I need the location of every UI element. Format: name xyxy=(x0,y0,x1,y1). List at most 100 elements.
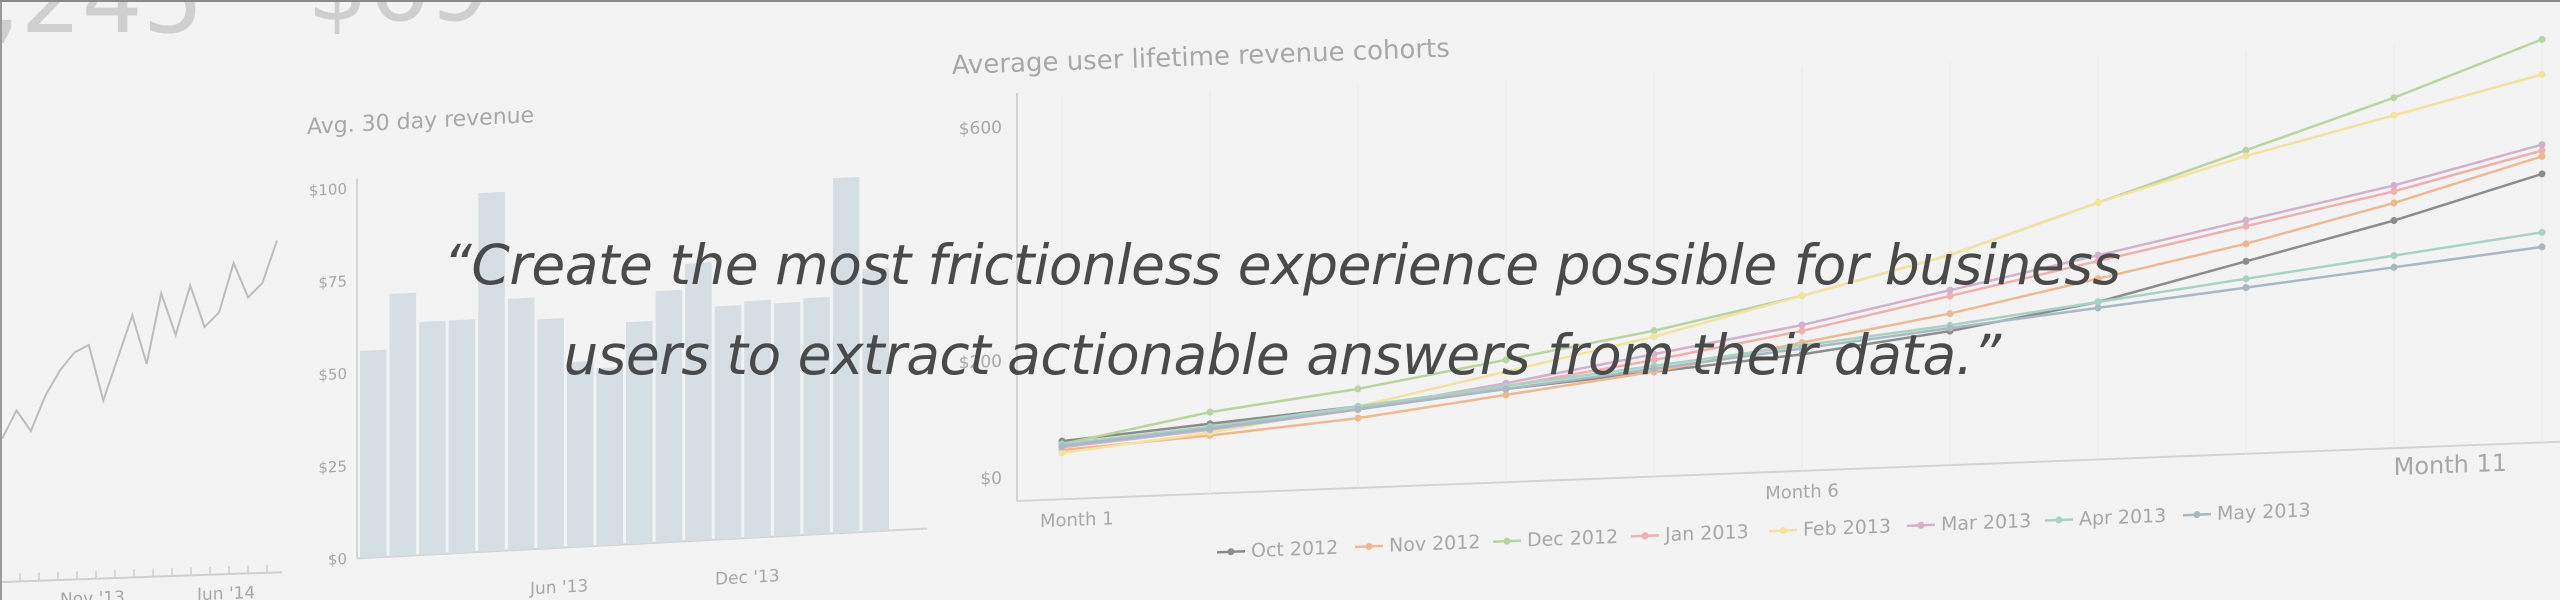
data-point xyxy=(1058,449,1066,457)
y-tick-label: $100 xyxy=(309,180,347,200)
legend-label: Oct 2012 xyxy=(1251,537,1338,562)
data-point xyxy=(1650,327,1658,335)
data-point xyxy=(1946,292,1954,300)
bar xyxy=(832,176,860,534)
legend-marker xyxy=(2055,516,2063,524)
x-tick-label: Dec '13 xyxy=(715,566,780,589)
legend-item: Oct 2012 xyxy=(1217,537,1338,562)
data-point xyxy=(1946,286,1954,294)
data-point xyxy=(1502,368,1510,376)
cohort-revenue-chart: Average user lifetime revenue cohorts $0… xyxy=(951,34,2560,562)
data-point xyxy=(1354,405,1362,413)
bar-chart-title: Avg. 30 day revenue xyxy=(307,103,534,140)
x-tick-label: Month 6 xyxy=(1765,480,1839,504)
data-point xyxy=(1946,324,1954,332)
legend-label: Apr 2013 xyxy=(2079,505,2166,530)
data-point xyxy=(1058,442,1066,450)
data-point xyxy=(2094,275,2102,283)
legend-item: Mar 2013 xyxy=(1907,510,2031,536)
legend-marker xyxy=(1779,527,1787,535)
bar xyxy=(478,191,505,553)
quote-line-1: “Create the most frictionless experience… xyxy=(443,233,2121,297)
data-point xyxy=(2242,284,2250,292)
legend-label: Feb 2013 xyxy=(1803,515,1891,540)
bar xyxy=(537,318,564,549)
data-point xyxy=(2538,170,2546,178)
data-point xyxy=(1798,350,1806,358)
x-tick-label: Month 11 xyxy=(2394,449,2507,481)
y-tick-label: $75 xyxy=(318,272,347,291)
x-tick-label: Nov '13 xyxy=(60,588,125,600)
data-point xyxy=(2538,147,2546,155)
data-point xyxy=(1502,356,1510,364)
data-point xyxy=(1650,365,1658,373)
data-point xyxy=(1650,356,1658,364)
legend-item: Jan 2013 xyxy=(1631,521,1749,546)
x-tick-label: Jun '14 xyxy=(196,583,255,600)
cohort-chart-title: Average user lifetime revenue cohorts xyxy=(951,34,1450,81)
mission-quote: “Create the most frictionless experience… xyxy=(2,220,2560,400)
data-point xyxy=(2390,187,2398,195)
y-tick-label: $25 xyxy=(318,457,347,476)
data-point xyxy=(1650,333,1658,341)
data-point xyxy=(2390,263,2398,271)
legend-item: Apr 2013 xyxy=(2045,505,2166,530)
series-line xyxy=(2,240,278,440)
legend-label: Mar 2013 xyxy=(1941,510,2031,535)
bar xyxy=(566,361,594,548)
legend-marker xyxy=(1641,532,1649,540)
data-point xyxy=(2094,199,2102,207)
data-point xyxy=(2390,181,2398,189)
data-point xyxy=(2094,304,2102,312)
legend-marker xyxy=(1503,537,1511,545)
quote-line-2: users to extract actionable answers from… xyxy=(563,323,2001,387)
data-point xyxy=(2390,94,2398,102)
legend-item: May 2013 xyxy=(2183,499,2311,525)
legend-label: Dec 2012 xyxy=(1527,526,1618,551)
legend-label: Jan 2013 xyxy=(1664,521,1749,546)
bar xyxy=(773,302,801,537)
data-point xyxy=(2390,199,2398,207)
y-tick-label: $200 xyxy=(959,352,1002,374)
data-point xyxy=(2242,222,2250,230)
legend-marker xyxy=(2193,511,2201,519)
data-point xyxy=(2538,141,2546,149)
bar xyxy=(714,305,742,540)
legend-item: Nov 2012 xyxy=(1355,531,1480,557)
y-tick-label: $0 xyxy=(328,550,347,569)
y-tick-label: $50 xyxy=(318,365,347,384)
bar xyxy=(626,320,653,545)
data-point xyxy=(1946,310,1954,318)
x-tick-label: Month 1 xyxy=(1040,508,1114,532)
data-point xyxy=(1946,251,1954,259)
avg-30-day-revenue-chart: Avg. 30 day revenue $0 $25 $50 $75 $100 Jun … xyxy=(307,103,927,599)
legend-marker xyxy=(1365,542,1373,550)
data-point xyxy=(2242,240,2250,248)
middle-big-number: $69 xyxy=(307,2,490,43)
data-point xyxy=(1354,385,1362,393)
data-point xyxy=(1502,391,1510,399)
data-point xyxy=(2242,152,2250,160)
data-point xyxy=(2538,243,2546,251)
data-point xyxy=(2242,146,2250,154)
data-point xyxy=(2242,275,2250,283)
bar xyxy=(389,292,417,557)
data-point xyxy=(1798,321,1806,329)
bar xyxy=(685,262,712,542)
bar xyxy=(862,267,890,532)
bar xyxy=(655,289,683,543)
bar xyxy=(803,296,830,536)
y-tick-label: $0 xyxy=(980,469,1002,490)
data-point xyxy=(1502,385,1510,393)
data-point xyxy=(2538,71,2546,79)
legend-label: Nov 2012 xyxy=(1389,531,1480,557)
left-line-chart: Nov '13 Jun '14 xyxy=(2,240,282,600)
data-point xyxy=(1206,408,1214,416)
data-point xyxy=(2094,257,2102,265)
bar xyxy=(596,366,624,546)
legend-item: Dec 2012 xyxy=(1493,526,1618,551)
data-point xyxy=(2538,228,2546,236)
legend-marker xyxy=(1917,521,1925,529)
